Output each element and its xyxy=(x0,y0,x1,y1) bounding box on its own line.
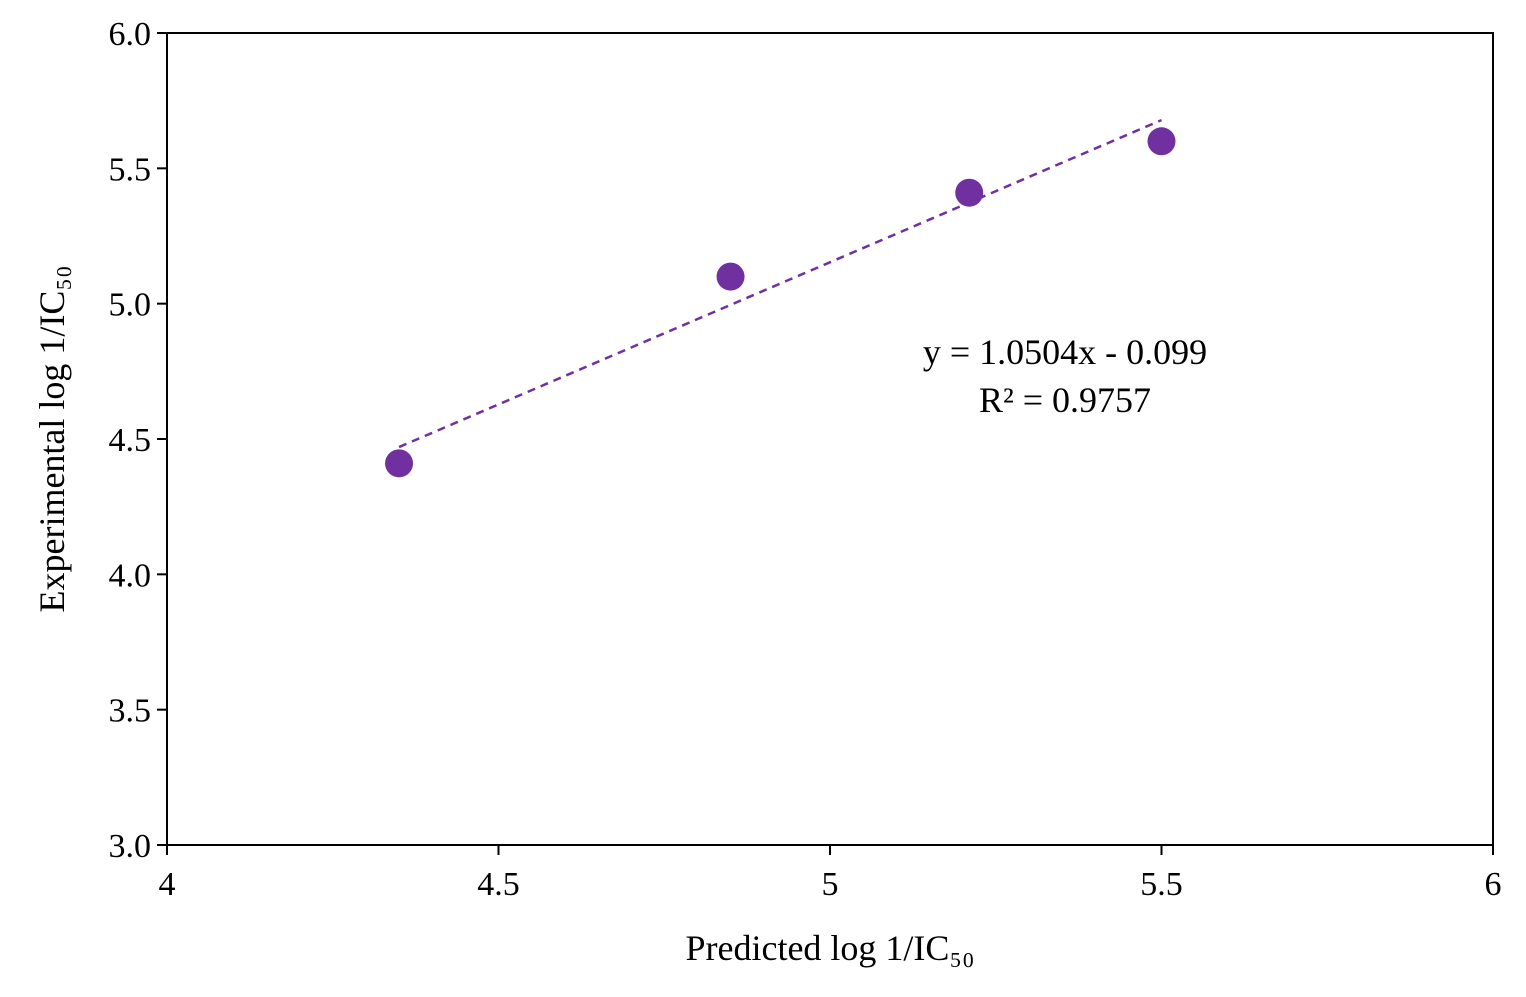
trendline-equation: y = 1.0504x - 0.099 xyxy=(923,332,1207,372)
y-tick-label: 3.5 xyxy=(109,693,152,730)
plot-area-frame xyxy=(166,32,1494,846)
y-tick-label: 5.5 xyxy=(109,151,152,188)
x-tick-label: 4.5 xyxy=(477,866,520,903)
x-tick-label: 5 xyxy=(822,866,839,903)
data-points xyxy=(385,127,1176,478)
x-axis-title: Predicted log 1/IC₅₀ xyxy=(685,928,974,968)
data-point xyxy=(716,262,745,291)
y-tick-label: 5.0 xyxy=(109,287,152,324)
y-axis: 3.0 3.5 4.0 4.5 5.0 5.5 6.0 xyxy=(109,16,167,865)
trendline xyxy=(398,118,1162,449)
x-tick-label: 4 xyxy=(159,866,176,903)
data-point xyxy=(955,178,984,207)
y-tick-label: 4.5 xyxy=(109,422,152,459)
data-point xyxy=(385,449,414,478)
x-tick-label: 5.5 xyxy=(1140,866,1183,903)
data-point xyxy=(1147,127,1176,156)
y-tick-label: 4.0 xyxy=(109,557,152,594)
y-tick-label: 3.0 xyxy=(109,828,152,865)
y-tick-label: 6.0 xyxy=(109,16,152,53)
x-tick-label: 6 xyxy=(1485,866,1502,903)
r-squared-label: R² = 0.9757 xyxy=(979,380,1151,420)
y-axis-title: Experimental log 1/IC₅₀ xyxy=(32,265,72,612)
x-axis: 4 4.5 5 5.5 6 xyxy=(159,845,1502,903)
